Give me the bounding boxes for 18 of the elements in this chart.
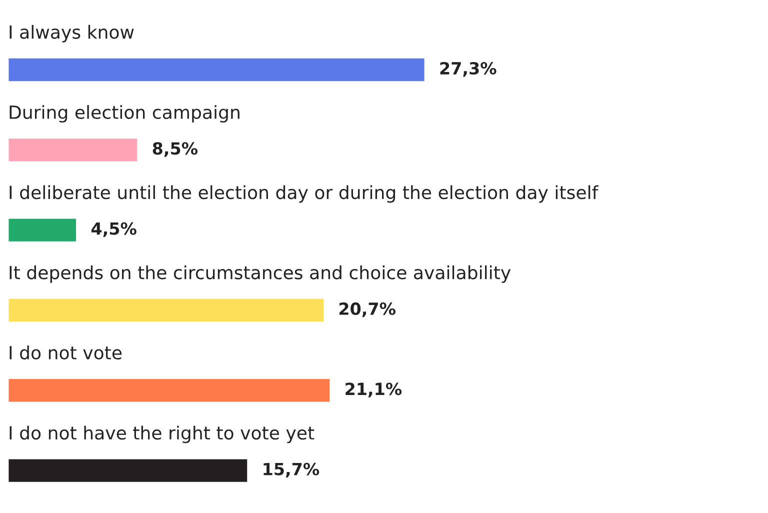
y-tick-label: I always know (10, 24, 134, 42)
data-label: 15,7% (264, 462, 320, 478)
y-tick-label: I do not have the right to vote yet (10, 426, 314, 444)
y-tick-label: I do not vote (10, 346, 122, 360)
data-label: 8,5% (152, 142, 198, 157)
y-tick-label: During election campaign (10, 105, 240, 123)
data-label: 27,3% (440, 62, 496, 77)
bar (8, 137, 139, 163)
data-label: 4,5% (91, 222, 136, 238)
data-label: 20,7% (340, 302, 396, 318)
bar (8, 57, 426, 82)
bar (8, 458, 249, 484)
bar (8, 297, 325, 323)
bar (8, 217, 78, 243)
y-tick-label: I deliberate until the election day or during the election day itself (10, 185, 599, 203)
data-label: 21,1% (346, 382, 402, 398)
bar (8, 378, 331, 404)
y-tick-label: It depends on the circumstances and choice availability (10, 265, 511, 283)
